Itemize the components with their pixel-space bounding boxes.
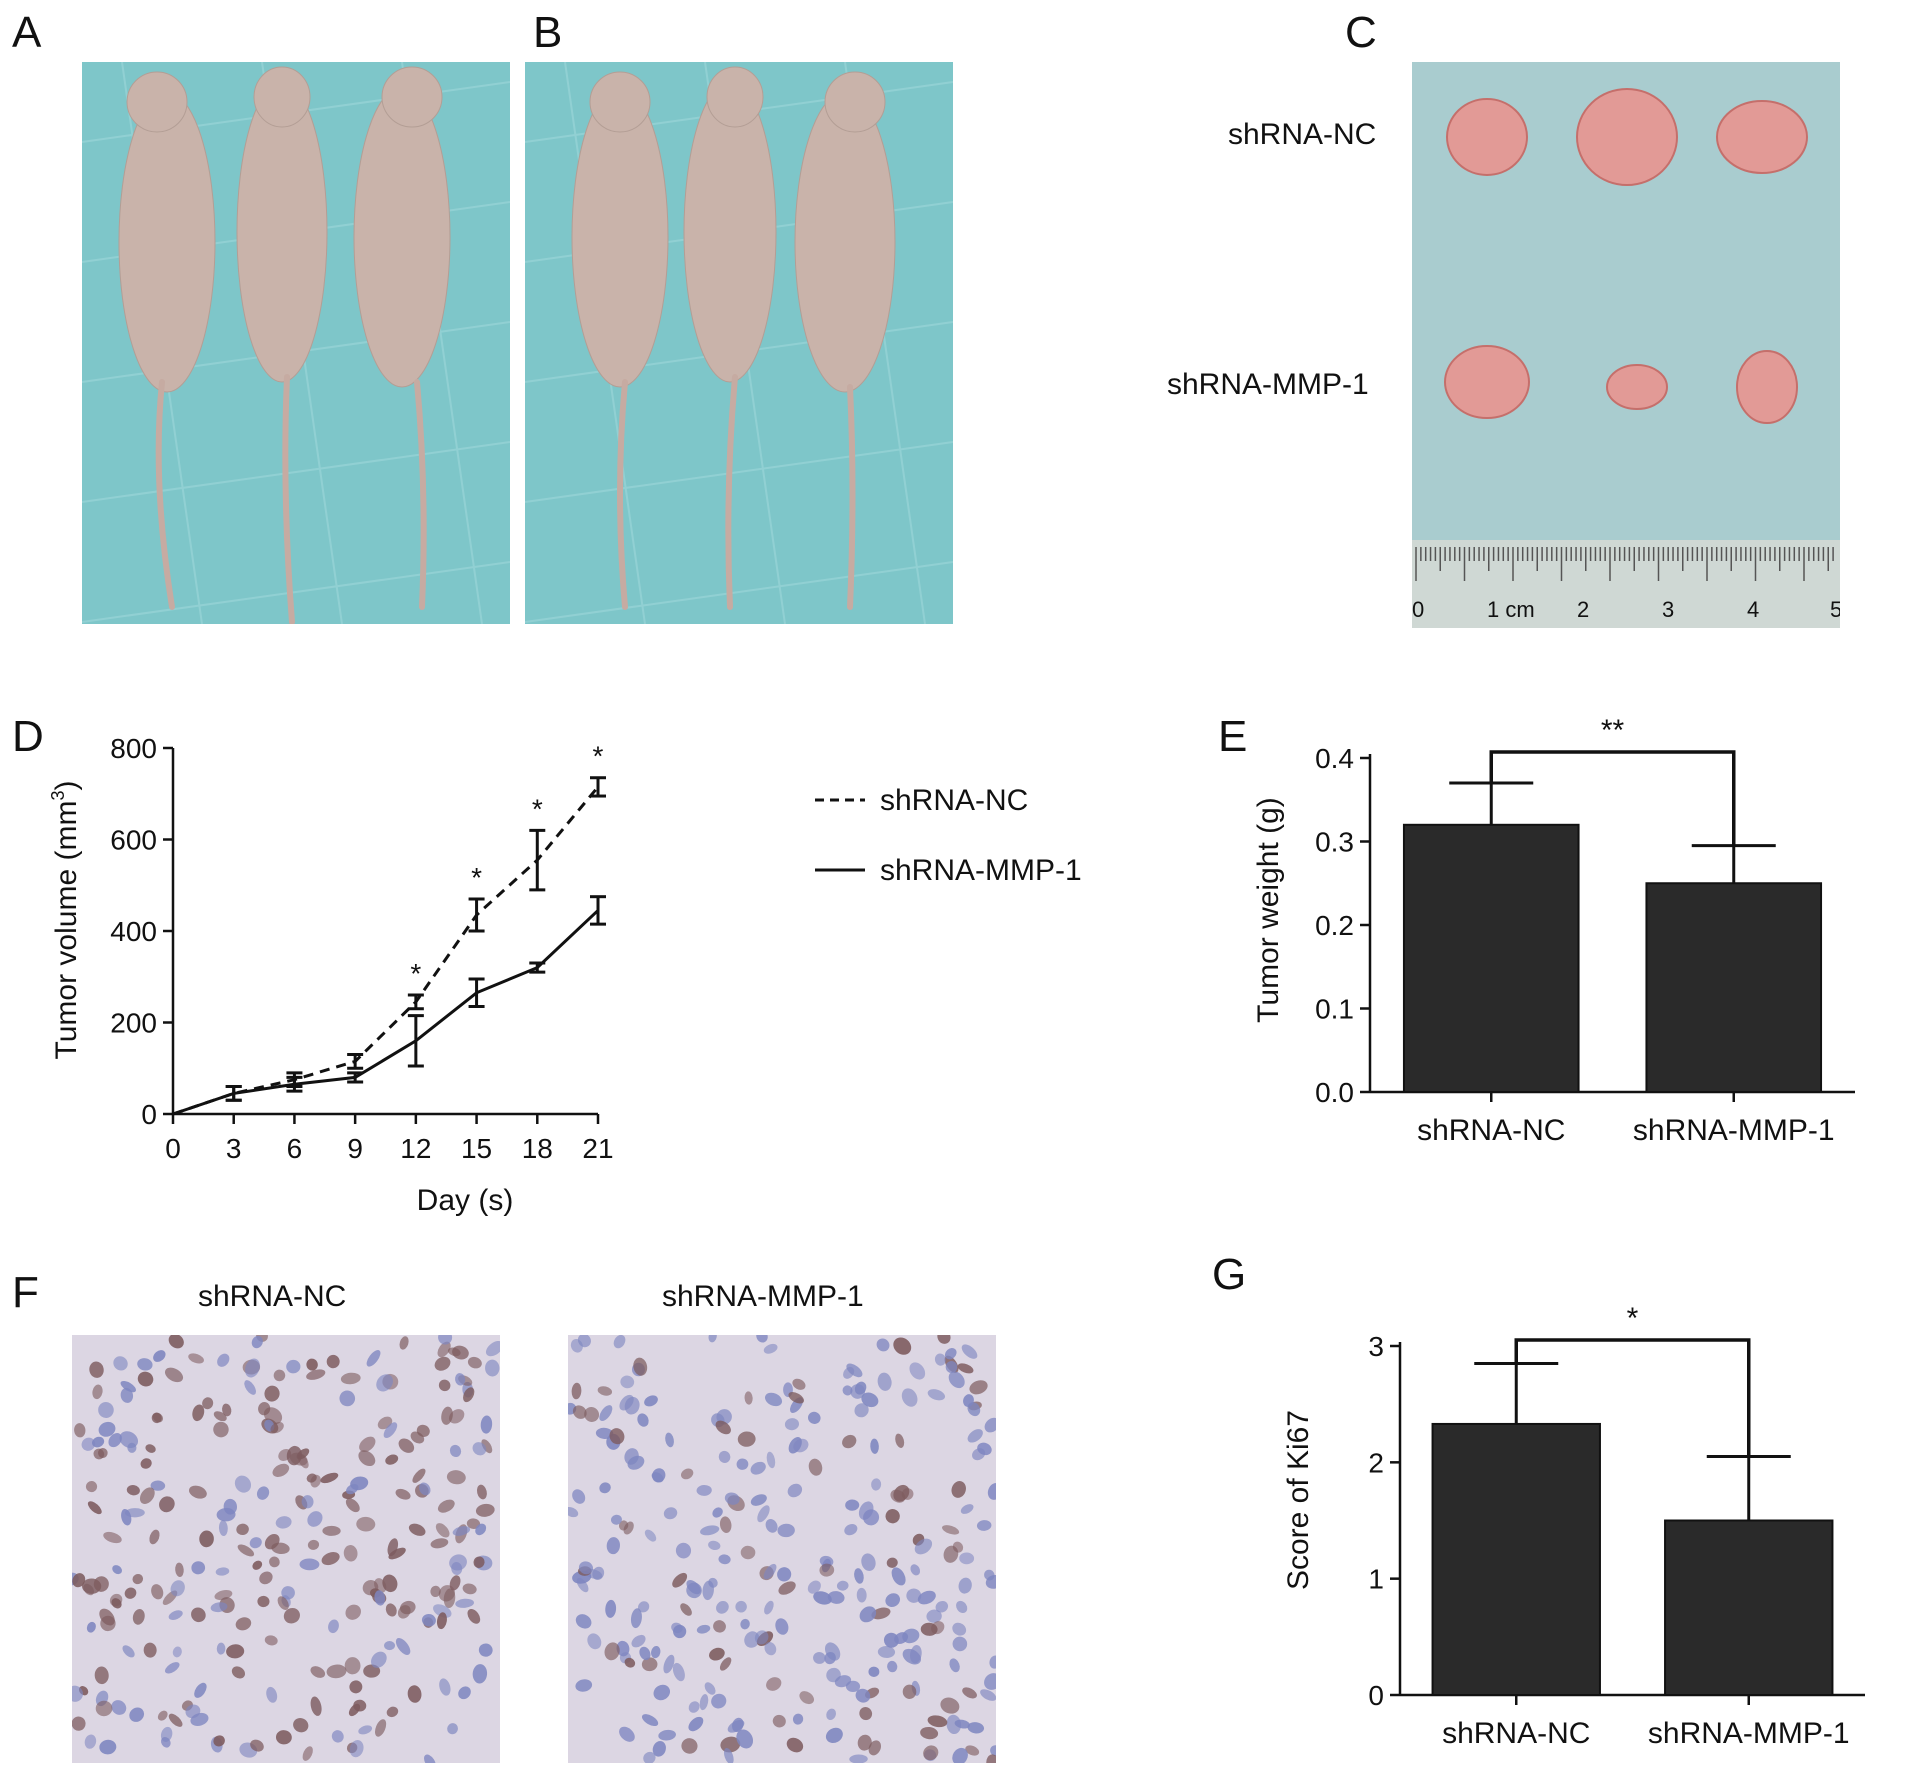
series-line-shrna-nc [172, 785, 600, 1116]
e-x-tick-label: shRNA-NC [1417, 1114, 1565, 1147]
series-line-shrna-mmp1 [172, 909, 600, 1116]
g-y-tick-label: 3 [1368, 1331, 1384, 1362]
g-y-tick-label: 0 [1368, 1680, 1384, 1711]
g-bar-shrna-mmp1 [1664, 1519, 1834, 1696]
g-y-axis-label: Score of Ki67 [1282, 1410, 1315, 1590]
e-significance-label: ** [1601, 714, 1625, 747]
g-bar-shrna-nc [1431, 1422, 1601, 1696]
error-bar [347, 1071, 364, 1084]
tumor-row-label-nc: shRNA-NC [1228, 118, 1377, 151]
ruler-label-5: 5 [1830, 597, 1840, 622]
ruler-labels: 0 1 cm 2 3 4 5 [1412, 597, 1840, 622]
e-y-axis-label: Tumor weight (g) [1252, 797, 1285, 1023]
panel-label-d: D [12, 712, 44, 761]
photo-tumors-c: 0 1 cm 2 3 4 5 [1412, 62, 1840, 628]
g-significance-label: * [1627, 1302, 1639, 1335]
e-y-tick-label: 0.3 [1315, 827, 1354, 858]
error-bar [225, 1085, 242, 1102]
legend-label-shrna-mmp1: shRNA-MMP-1 [880, 854, 1082, 887]
ruler-label-2: 2 [1577, 597, 1589, 622]
g-error-bar [1474, 1361, 1559, 1424]
tumor-weight-bar-chart: 0.0 0.1 0.2 0.3 0.4 shRNA-NC shRNA-MMP-1 ** Tum… [1252, 714, 1855, 1147]
d-y-tick-label: 400 [110, 916, 157, 947]
g-error-bar [1706, 1455, 1791, 1521]
ruler-label-0: 0 [1412, 597, 1424, 622]
d-significance-star: * [471, 862, 482, 893]
d-significance-star: * [593, 741, 604, 772]
panel-label-e: E [1218, 712, 1248, 761]
d-x-tick-label: 15 [461, 1133, 492, 1164]
ruler-label-3: 3 [1662, 597, 1674, 622]
d-y-tick-label: 600 [110, 825, 157, 856]
e-error-bar [1449, 781, 1534, 825]
g-x-tick-label: shRNA-NC [1442, 1717, 1590, 1750]
panel-label-f: F [12, 1268, 39, 1317]
d-y-tick-label: 800 [110, 733, 157, 764]
histology-image-nc [72, 1335, 500, 1763]
d-x-tick-label: 18 [522, 1133, 553, 1164]
photo-mice-b [525, 62, 953, 624]
tumor-volume-line-chart: * * * * 0 200 400 600 800 0 3 6 9 12 15 18 21 Day (s) T… [48, 733, 1082, 1217]
g-y-tick-label: 2 [1368, 1447, 1384, 1478]
error-bar [468, 977, 485, 1008]
e-bar-shrna-mmp1 [1645, 882, 1823, 1093]
error-bar [407, 993, 424, 1011]
error-bar [590, 895, 606, 926]
e-y-tick-label: 0.4 [1315, 743, 1354, 774]
g-y-tick-label: 1 [1368, 1564, 1384, 1595]
g-significance-bracket [1514, 1338, 1751, 1457]
error-bar [347, 1053, 364, 1070]
photo-mice-a [82, 62, 510, 624]
e-bar-shrna-nc [1402, 823, 1580, 1094]
histology-image-mmp1 [568, 1335, 996, 1763]
error-bar [407, 1014, 424, 1068]
histology-title-mmp1: shRNA-MMP-1 [662, 1280, 864, 1313]
d-x-tick-label: 9 [347, 1133, 363, 1164]
d-x-tick-label: 3 [226, 1133, 242, 1164]
e-y-tick-label: 0.2 [1315, 910, 1354, 941]
g-x-tick-label: shRNA-MMP-1 [1648, 1717, 1850, 1750]
d-y-axis-label: Tumor volume (mm3) [48, 781, 83, 1060]
d-x-axis-label: Day (s) [417, 1184, 514, 1217]
panel-label-c: C [1345, 8, 1377, 57]
d-legend: shRNA-NC shRNA-MMP-1 [815, 784, 1082, 887]
ruler-label-1: 1 cm [1487, 597, 1535, 622]
d-y-tick-label: 0 [141, 1099, 157, 1130]
e-x-tick-label: shRNA-MMP-1 [1633, 1114, 1835, 1147]
legend-label-shrna-nc: shRNA-NC [880, 784, 1028, 817]
d-y-tick-label: 200 [110, 1008, 157, 1039]
error-bar [286, 1075, 303, 1093]
d-significance-star: * [532, 793, 543, 824]
error-bar [590, 776, 606, 798]
panel-label-a: A [12, 8, 42, 57]
d-x-tick-label: 6 [287, 1133, 303, 1164]
e-y-tick-label: 0.1 [1315, 994, 1354, 1025]
e-significance-bracket [1489, 750, 1736, 846]
d-x-tick-label: 0 [165, 1133, 181, 1164]
ruler-label-4: 4 [1747, 597, 1759, 622]
error-bar [529, 828, 546, 892]
panel-label-b: B [533, 8, 563, 57]
d-x-tick-label: 12 [400, 1133, 431, 1164]
ki67-score-bar-chart: 0 1 2 3 shRNA-NC shRNA-MMP-1 * Score of Ki67 [1282, 1302, 1865, 1750]
error-bar [468, 897, 485, 933]
panel-label-g: G [1212, 1250, 1247, 1299]
tumor-row-label-mmp1: shRNA-MMP-1 [1167, 368, 1369, 401]
error-bar [529, 961, 546, 974]
e-y-tick-label: 0.0 [1315, 1077, 1354, 1108]
d-x-tick-label: 21 [582, 1133, 613, 1164]
d-significance-star: * [410, 958, 421, 989]
e-error-bar [1691, 844, 1776, 884]
histology-title-nc: shRNA-NC [198, 1280, 347, 1313]
